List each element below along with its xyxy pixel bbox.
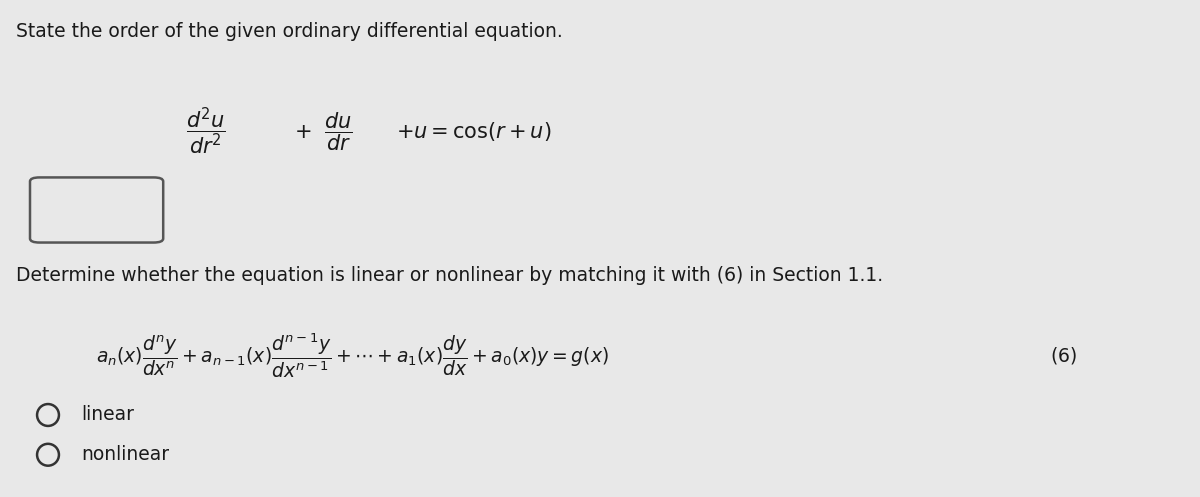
Text: $a_n(x)\dfrac{d^ny}{dx^n} + a_{n-1}(x)\dfrac{d^{n-1}y}{dx^{n-1}} + \cdots + a_1(: $a_n(x)\dfrac{d^ny}{dx^n} + a_{n-1}(x)\d… xyxy=(96,331,608,380)
Text: $\dfrac{d^2u}{dr^2}$: $\dfrac{d^2u}{dr^2}$ xyxy=(186,106,226,158)
Text: linear: linear xyxy=(82,406,134,424)
FancyBboxPatch shape xyxy=(30,177,163,243)
Text: $(6)$: $(6)$ xyxy=(1050,345,1076,366)
Text: nonlinear: nonlinear xyxy=(82,445,169,464)
Text: State the order of the given ordinary differential equation.: State the order of the given ordinary di… xyxy=(16,22,563,41)
Text: $+$: $+$ xyxy=(294,122,311,142)
Text: $+ u = \cos(r + u)$: $+ u = \cos(r + u)$ xyxy=(396,120,552,143)
Text: $\dfrac{du}{dr}$: $\dfrac{du}{dr}$ xyxy=(324,110,353,153)
Text: Determine whether the equation is linear or nonlinear by matching it with (6) in: Determine whether the equation is linear… xyxy=(16,266,883,285)
